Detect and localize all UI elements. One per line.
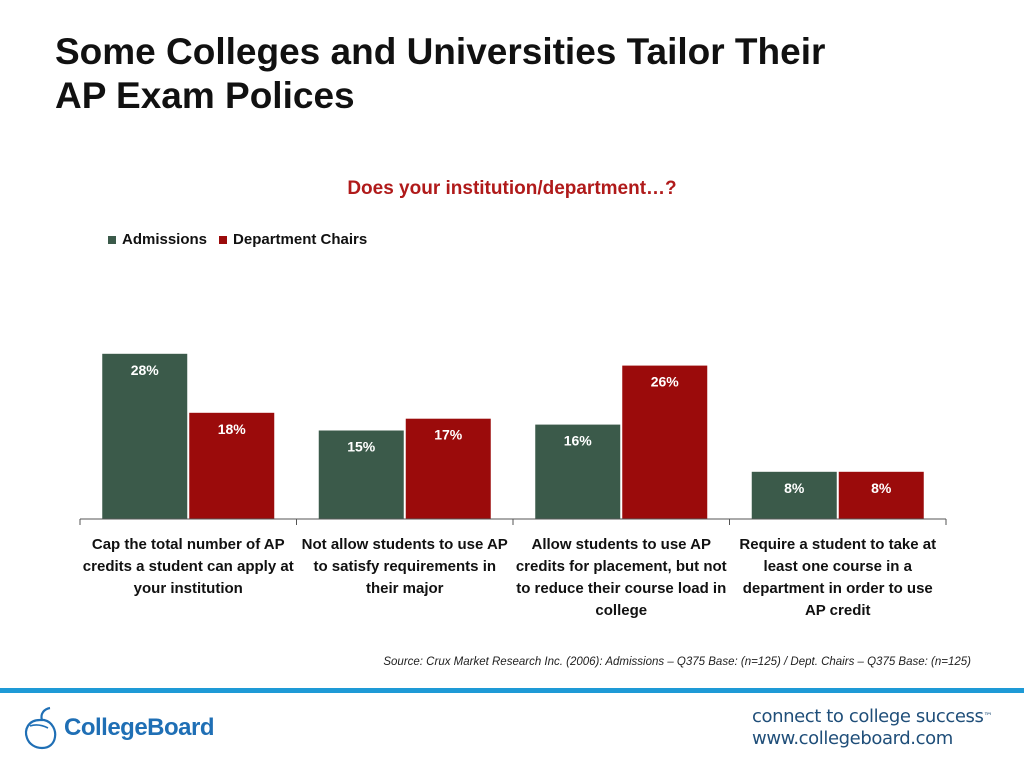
category-label-2: Not allow students to use AP to satisfy … <box>301 536 508 597</box>
acorn-logo-icon <box>24 706 57 750</box>
bar-admissions-3 <box>535 424 621 519</box>
data-label-department-chairs-3: 26% <box>651 374 680 390</box>
source-note: Source: Crux Market Research Inc. (2006)… <box>383 656 971 668</box>
chart-legend: Admissions Department Chairs <box>108 231 367 248</box>
legend-label-admissions: Admissions <box>122 231 208 248</box>
bar-admissions-2 <box>318 430 404 519</box>
chart-title: Does your institution/department…? <box>347 178 677 199</box>
bar-admissions-1 <box>102 353 188 519</box>
data-label-admissions-4: 8% <box>784 480 805 496</box>
data-label-admissions-3: 16% <box>564 433 593 449</box>
legend-item-admissions: Admissions <box>108 231 207 248</box>
data-label-department-chairs-2: 17% <box>434 427 463 443</box>
category-labels: Cap the total number of AP credits a stu… <box>80 534 946 622</box>
logo-text: CollegeBoard <box>64 714 215 741</box>
tagline-url: www.collegeboard.com <box>752 728 953 749</box>
bar-department-chairs-1 <box>189 412 275 519</box>
tagline-line1: connect to college success <box>752 706 984 727</box>
tagline-trademark: ™ <box>983 712 993 722</box>
data-label-admissions-2: 15% <box>347 439 376 455</box>
legend-swatch-admissions <box>108 235 116 244</box>
category-label-1: Cap the total number of AP credits a stu… <box>82 536 294 597</box>
data-label-department-chairs-4: 8% <box>871 480 892 496</box>
data-label-admissions-1: 28% <box>131 362 160 378</box>
legend-swatch-department-chairs <box>219 235 228 244</box>
category-label-4: Require a student to take at least one c… <box>739 536 937 619</box>
slide-title-line1: Some Colleges and Universities Tailor Th… <box>55 31 826 72</box>
legend-label-department-chairs: Department Chairs <box>233 231 368 248</box>
data-label-department-chairs-1: 18% <box>218 421 247 437</box>
category-label-3: Allow students to use AP credits for pla… <box>515 536 727 619</box>
collegeboard-logo: CollegeBoard <box>18 704 215 752</box>
bar-department-chairs-4 <box>838 471 924 519</box>
slide-title: Some Colleges and Universities Tailor Th… <box>55 30 955 118</box>
footer-rule <box>0 688 1024 693</box>
bar-department-chairs-2 <box>405 418 491 519</box>
bar-department-chairs-3 <box>622 365 708 519</box>
tagline: connect to college success™ www.collegeb… <box>752 706 992 750</box>
bar-chart: 28% 18% 15% 17% 16% 26% 8% 8% <box>79 353 947 525</box>
bar-admissions-4 <box>751 471 837 519</box>
legend-item-department-chairs: Department Chairs <box>219 231 367 248</box>
slide-title-line2: AP Exam Polices <box>55 75 355 116</box>
